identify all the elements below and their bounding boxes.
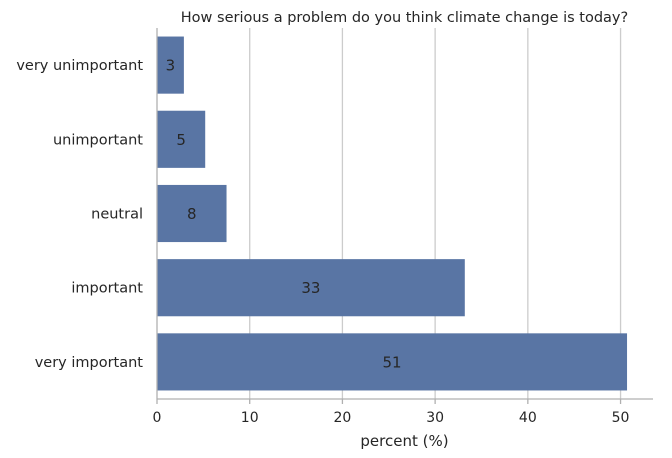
x-tick-label: 0: [153, 410, 162, 426]
bar-very-unimportant: [157, 36, 184, 94]
bar-value-label: 5: [176, 131, 186, 149]
bar-neutral: [157, 184, 227, 243]
bar-very-important: [157, 333, 628, 391]
bar-value-label: 51: [382, 353, 401, 371]
category-label: neutral: [91, 207, 143, 223]
bar-value-label: 8: [187, 205, 197, 223]
bar-value-label: 33: [301, 279, 320, 297]
category-label: very unimportant: [16, 58, 143, 74]
x-axis: 0 10 20 30 40 50: [153, 28, 653, 426]
bar-value-label: 3: [166, 57, 176, 75]
bars: [157, 36, 628, 391]
category-label: important: [71, 281, 143, 297]
x-tick-label: 30: [426, 410, 444, 426]
category-label: very important: [35, 355, 144, 371]
x-tick-label: 10: [241, 410, 259, 426]
chart-title: How serious a problem do you think clima…: [181, 10, 628, 26]
category-label: unimportant: [53, 132, 143, 148]
x-tick-label: 20: [334, 410, 352, 426]
bar-unimportant: [157, 110, 206, 168]
bar-important: [157, 259, 465, 317]
x-tick-label: 50: [612, 410, 630, 426]
x-tick-label: 40: [519, 410, 537, 426]
x-axis-label: percent (%): [360, 432, 448, 450]
category-labels: very unimportant unimportant neutral import…: [16, 58, 143, 371]
bar-labels: 3 5 8 33 51: [166, 57, 402, 372]
